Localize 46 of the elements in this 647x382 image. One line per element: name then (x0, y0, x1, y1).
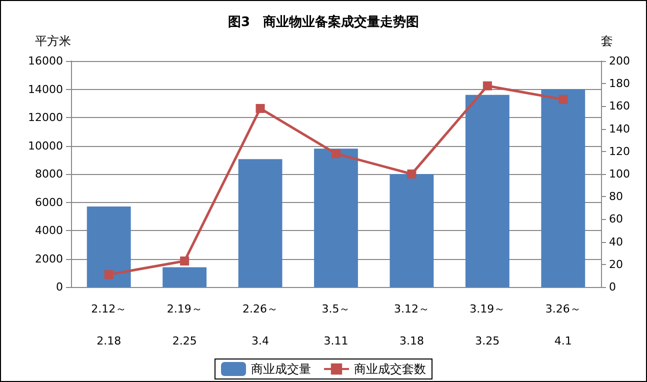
y2-tick-label: 60 (609, 212, 623, 226)
y-tick-label: 12000 (28, 111, 63, 124)
y2-tick-label: 100 (609, 168, 630, 180)
bar (86, 206, 131, 287)
y2-tick-label: 20 (609, 258, 623, 271)
bar (162, 267, 207, 287)
y2-tick-label: 80 (609, 190, 623, 204)
y-tick-label: 6000 (35, 196, 63, 209)
y-tick-label: 10000 (28, 139, 63, 152)
y2-tick-label: 140 (609, 122, 630, 136)
point (482, 81, 492, 90)
category-label: 3.19～ 3.25 (470, 302, 506, 348)
point (407, 170, 416, 178)
category-label: 3.5～ 3.11 (322, 302, 350, 348)
y-tick-label: 4000 (35, 224, 63, 237)
category-label: 2.12～ 2.18 (91, 302, 127, 348)
y-tick-label: 8000 (35, 168, 63, 180)
y-tick-label: 0 (56, 280, 63, 294)
y2-tick-label: 40 (609, 235, 623, 248)
chart-title: 图3 商业物业备案成交量走势图 (228, 14, 420, 30)
legend-label: 商业成交套数 (354, 362, 426, 376)
bar (465, 94, 510, 287)
y2-tick-label: 180 (609, 77, 630, 90)
category-label: 2.26～ 3.4 (242, 302, 278, 348)
y-tick-label: 2000 (35, 252, 63, 266)
point (558, 94, 568, 104)
point (180, 256, 190, 266)
y-tick-label: 16000 (28, 54, 63, 68)
y2-tick-label: 160 (609, 100, 630, 113)
point (256, 104, 265, 113)
y2-axis-title: 套 (601, 34, 613, 48)
bar (314, 148, 358, 287)
bar (238, 159, 282, 287)
category-label: 3.12～ 3.18 (394, 302, 430, 348)
point (104, 270, 114, 280)
y2-tick-label: 200 (609, 54, 630, 68)
bar (541, 89, 586, 287)
category-label: 3.26～ 4.1 (545, 302, 581, 348)
y-axis-title: 平方米 (35, 34, 71, 48)
point (332, 149, 340, 158)
bar (390, 174, 434, 287)
y2-tick-label: 0 (609, 280, 616, 294)
y-tick-label: 14000 (28, 82, 63, 96)
y2-tick-label: 120 (609, 144, 630, 158)
legend-label: 商业成交量 (251, 362, 311, 376)
category-label: 2.19～ 2.25 (166, 302, 202, 348)
